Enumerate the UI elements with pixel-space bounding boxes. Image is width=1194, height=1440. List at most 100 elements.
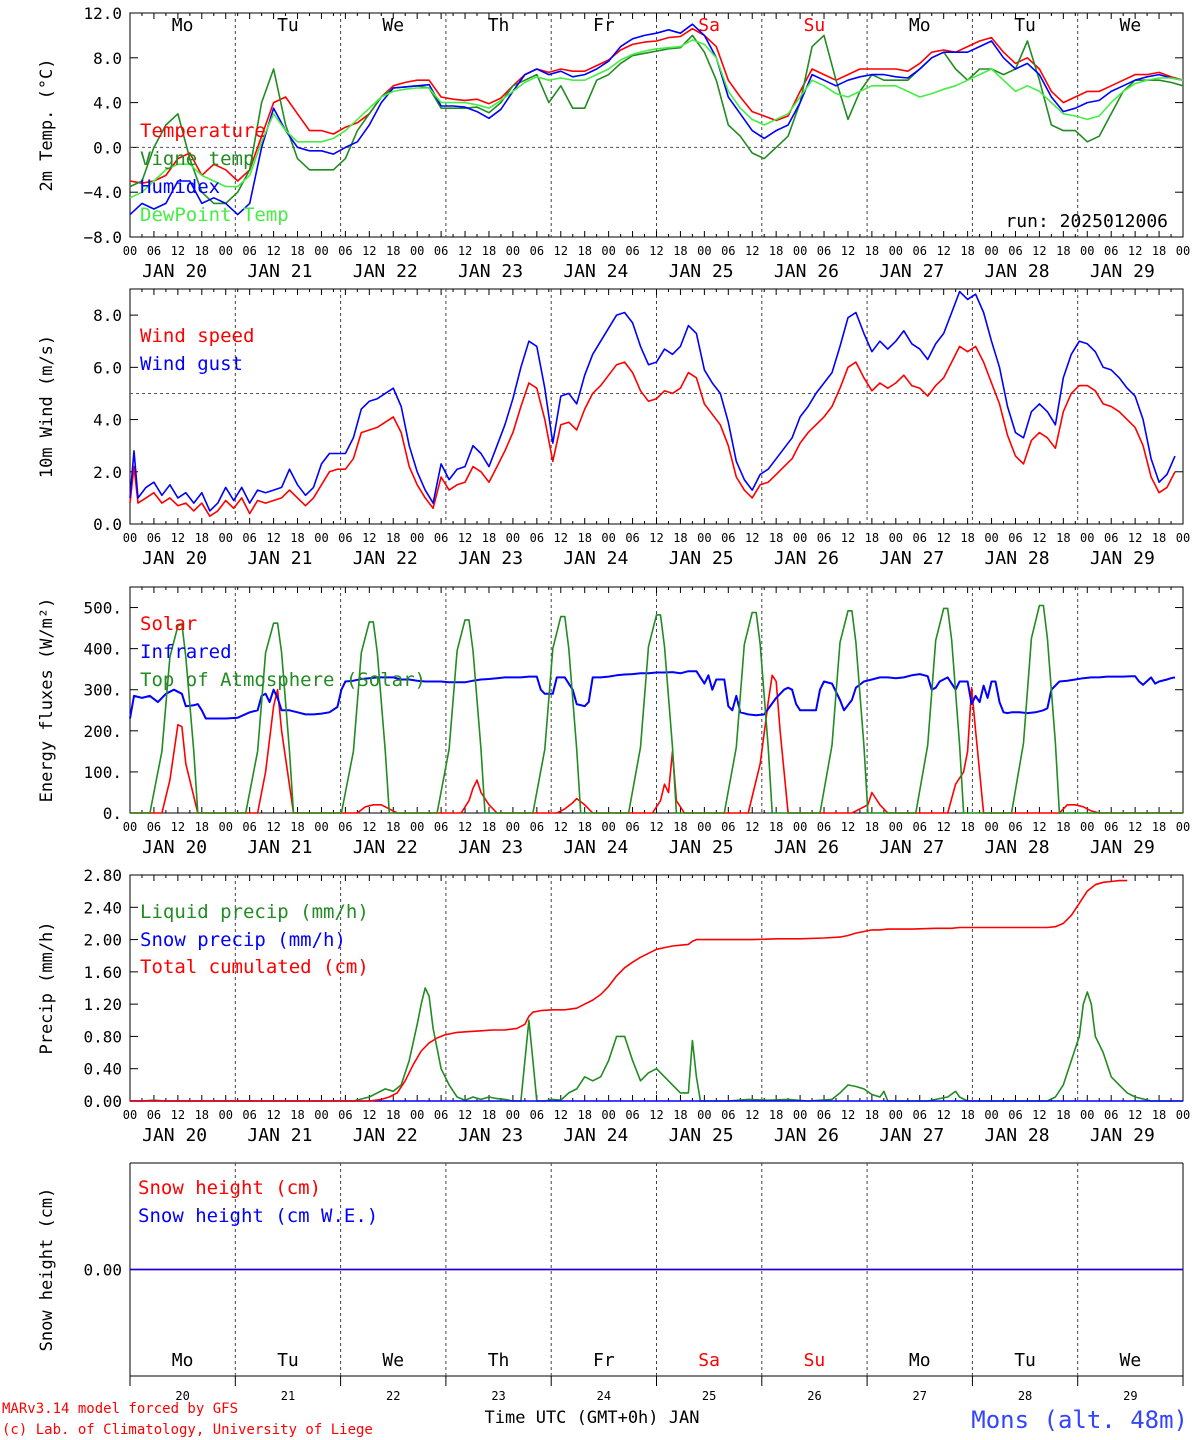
weekday-label: We bbox=[382, 15, 404, 36]
hour-tick-label: 18 bbox=[673, 244, 687, 258]
hour-tick-label: 06 bbox=[434, 531, 448, 545]
hour-tick-label: 06 bbox=[1008, 531, 1022, 545]
y-tick-label: 200. bbox=[83, 722, 122, 741]
y-tick-label: 8.0 bbox=[93, 306, 122, 325]
hour-tick-label: 00 bbox=[219, 820, 233, 834]
day-number-label: 21 bbox=[281, 1389, 295, 1403]
y-tick-label: 8.0 bbox=[93, 49, 122, 68]
hour-tick-label: 06 bbox=[242, 820, 256, 834]
hour-tick-label: 12 bbox=[362, 531, 376, 545]
hour-tick-label: 18 bbox=[1152, 820, 1166, 834]
day-label: JAN 26 bbox=[774, 1125, 839, 1146]
weekday-label: Tu bbox=[277, 15, 299, 36]
legend-entry: Wind gust bbox=[140, 353, 243, 375]
legend-entry: Liquid precip (mm/h) bbox=[140, 901, 369, 923]
y-tick-label: 4.0 bbox=[93, 411, 122, 430]
day-number-label: 22 bbox=[386, 1389, 400, 1403]
hour-tick-label: 18 bbox=[960, 1108, 974, 1122]
day-label: JAN 29 bbox=[1090, 548, 1155, 569]
day-label: JAN 26 bbox=[774, 837, 839, 858]
legend-entry: Snow precip (mm/h) bbox=[140, 929, 346, 951]
hour-tick-label: 18 bbox=[673, 1108, 687, 1122]
hour-tick-label: 18 bbox=[482, 244, 496, 258]
hour-tick-label: 12 bbox=[458, 820, 472, 834]
hour-tick-label: 00 bbox=[123, 820, 137, 834]
hour-tick-label: 06 bbox=[530, 820, 544, 834]
hour-tick-label: 06 bbox=[913, 820, 927, 834]
hour-tick-label: 00 bbox=[984, 820, 998, 834]
weekday-label: Tu bbox=[1014, 1350, 1036, 1371]
day-number-label: 27 bbox=[913, 1389, 927, 1403]
hour-tick-label: 00 bbox=[793, 531, 807, 545]
weekday-label: Sa bbox=[698, 15, 720, 36]
y-tick-label: 6.0 bbox=[93, 358, 122, 377]
weekday-label: We bbox=[1120, 15, 1142, 36]
hour-tick-label: 06 bbox=[530, 531, 544, 545]
hour-tick-label: 06 bbox=[434, 820, 448, 834]
hour-tick-label: 00 bbox=[314, 1108, 328, 1122]
hour-tick-label: 18 bbox=[386, 244, 400, 258]
y-tick-label: 100. bbox=[83, 763, 122, 782]
hour-tick-label: 00 bbox=[793, 1108, 807, 1122]
panel-2: 0.0 2.0 4.0 6.0 8.0 10m Wind (m/s) 00 06 12 18 00 0… bbox=[37, 288, 1190, 569]
hour-tick-label: 18 bbox=[769, 244, 783, 258]
day-label: JAN 28 bbox=[985, 548, 1050, 569]
hour-tick-label: 18 bbox=[865, 1108, 879, 1122]
hour-tick-label: 18 bbox=[865, 820, 879, 834]
hour-tick-label: 12 bbox=[171, 1108, 185, 1122]
y-tick-label: −4.0 bbox=[83, 183, 122, 202]
hour-tick-label: 18 bbox=[673, 820, 687, 834]
weekday-label: Th bbox=[488, 15, 510, 36]
day-label: JAN 23 bbox=[458, 261, 523, 282]
hour-tick-label: 12 bbox=[841, 244, 855, 258]
y-tick-label: 2.80 bbox=[83, 866, 122, 885]
hour-tick-label: 00 bbox=[697, 244, 711, 258]
hour-tick-label: 06 bbox=[817, 820, 831, 834]
y-tick-label: 0.80 bbox=[83, 1027, 122, 1046]
hour-tick-label: 18 bbox=[386, 1108, 400, 1122]
y-axis-label: 2m Temp. (°C) bbox=[37, 58, 57, 191]
hour-tick-label: 12 bbox=[936, 820, 950, 834]
panel-4: 0.00 0.40 0.80 1.20 1.60 2.00 2.40 2.80 Precip (… bbox=[37, 866, 1190, 1146]
hour-tick-label: 18 bbox=[290, 820, 304, 834]
day-label: JAN 27 bbox=[879, 837, 944, 858]
hour-tick-label: 12 bbox=[266, 820, 280, 834]
weekday-label: Fr bbox=[593, 1350, 615, 1371]
day-label: JAN 24 bbox=[563, 261, 628, 282]
legend-entry: Top of Atmosphere (Solar) bbox=[140, 669, 426, 691]
lab-credit: (c) Lab. of Climatology, University of L… bbox=[2, 1422, 373, 1438]
weekday-label: Th bbox=[488, 1350, 510, 1371]
hour-tick-label: 18 bbox=[482, 531, 496, 545]
hour-tick-label: 18 bbox=[960, 531, 974, 545]
hour-tick-label: 18 bbox=[577, 1108, 591, 1122]
weekday-label: We bbox=[382, 1350, 404, 1371]
y-axis-label: Snow height (cm) bbox=[37, 1188, 57, 1352]
day-label: JAN 25 bbox=[669, 548, 734, 569]
hour-tick-label: 06 bbox=[625, 1108, 639, 1122]
hour-tick-label: 12 bbox=[936, 1108, 950, 1122]
hour-tick-label: 18 bbox=[1056, 820, 1070, 834]
hour-tick-label: 00 bbox=[601, 820, 615, 834]
panel-1: −8.0 −4.0 0.0 4.0 8.0 12.0 2m Temp. (°C) 00 06 12… bbox=[37, 4, 1190, 282]
legend-entry: Infrared bbox=[140, 641, 232, 663]
hour-tick-label: 12 bbox=[745, 1108, 759, 1122]
y-tick-label: 0.0 bbox=[93, 138, 122, 157]
day-number-label: 23 bbox=[491, 1389, 505, 1403]
hour-tick-label: 12 bbox=[171, 820, 185, 834]
hour-tick-label: 06 bbox=[1008, 244, 1022, 258]
day-label: JAN 29 bbox=[1090, 261, 1155, 282]
hour-tick-label: 06 bbox=[530, 1108, 544, 1122]
hour-tick-label: 06 bbox=[1104, 820, 1118, 834]
hour-tick-label: 12 bbox=[1032, 531, 1046, 545]
hour-tick-label: 06 bbox=[625, 531, 639, 545]
day-label: JAN 21 bbox=[247, 261, 312, 282]
hour-tick-label: 12 bbox=[554, 820, 568, 834]
hour-tick-label: 12 bbox=[649, 1108, 663, 1122]
hour-tick-label: 18 bbox=[865, 531, 879, 545]
hour-tick-label: 12 bbox=[1128, 1108, 1142, 1122]
weekday-label: Su bbox=[804, 1350, 826, 1371]
weekday-label: We bbox=[1120, 1350, 1142, 1371]
hour-tick-label: 06 bbox=[338, 1108, 352, 1122]
hour-tick-label: 18 bbox=[195, 1108, 209, 1122]
weekday-label: Tu bbox=[277, 1350, 299, 1371]
